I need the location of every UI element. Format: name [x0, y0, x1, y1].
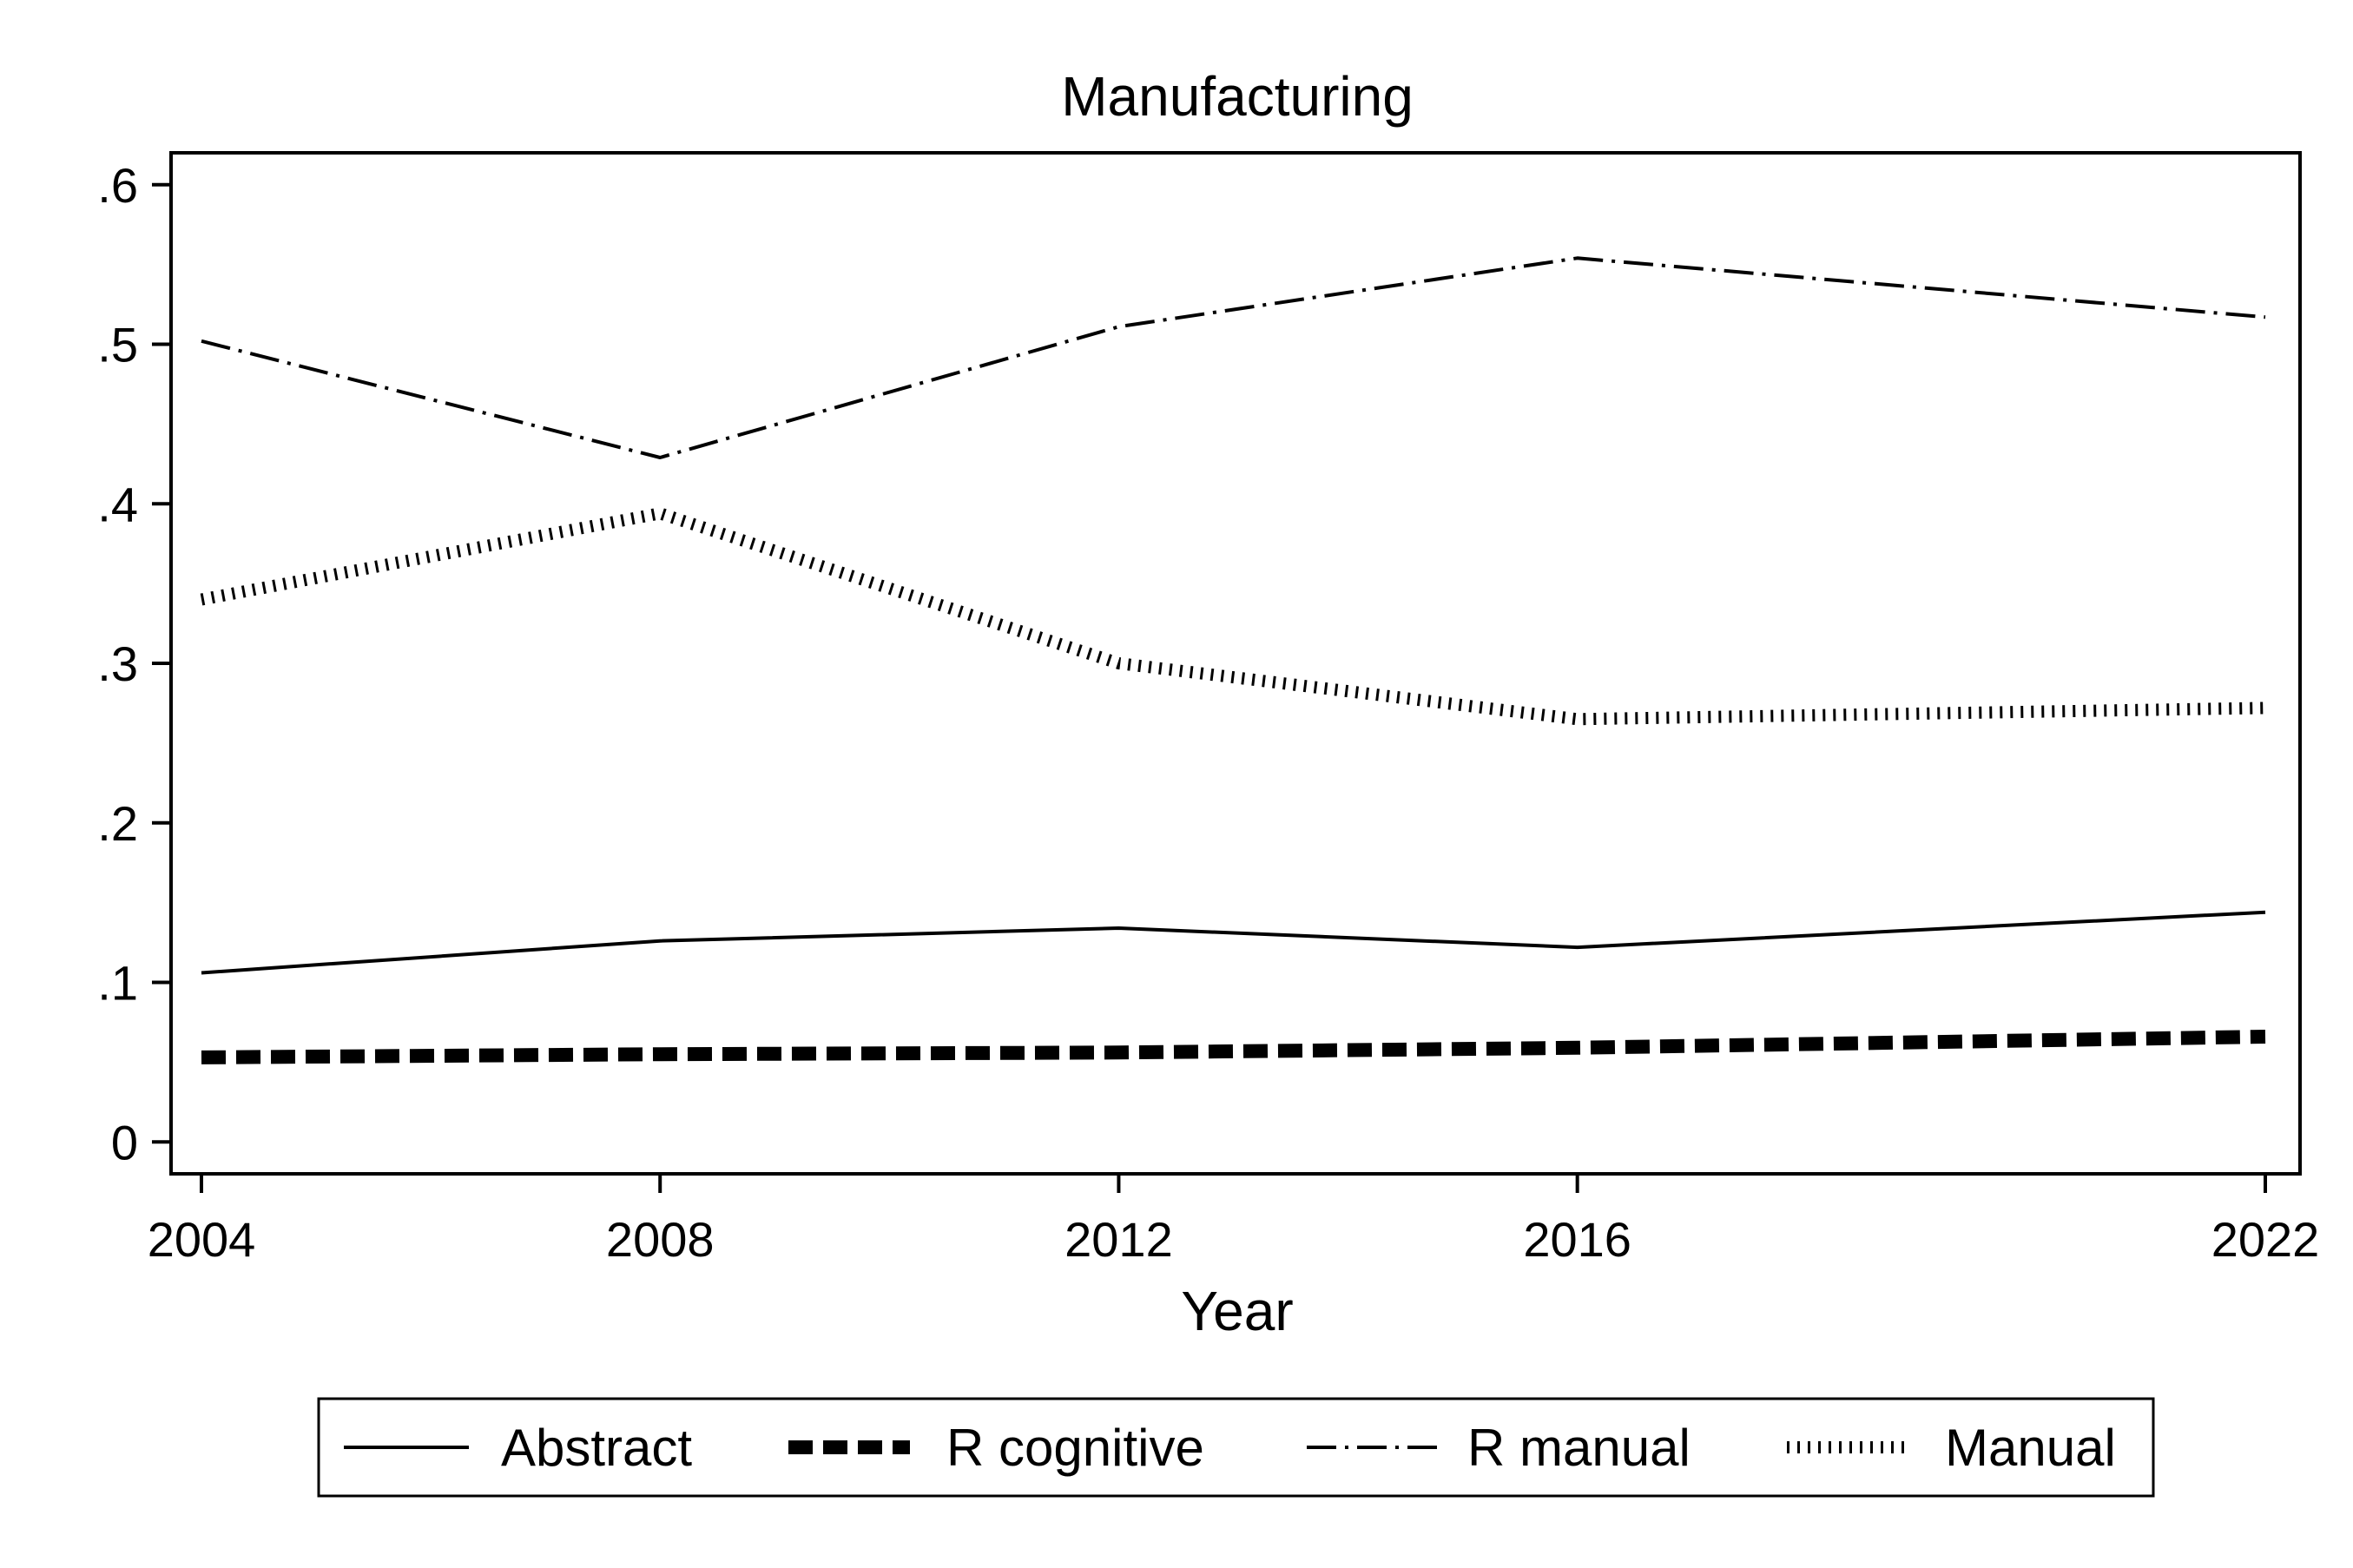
x-tick-label: 2012	[1064, 1212, 1173, 1267]
series-line-abstract	[201, 910, 2266, 975]
series-line-manual	[200, 507, 2266, 726]
y-tick-label: .1	[97, 956, 138, 1011]
y-tick-label: .6	[97, 158, 138, 213]
legend: Abstract R cognitive R manual Manual	[317, 1397, 2155, 1498]
y-tick-label: 0	[111, 1115, 138, 1169]
series-line-r-manual	[201, 256, 2266, 459]
x-axis-label: Year	[1181, 1280, 1293, 1342]
series-lines	[200, 256, 2266, 1064]
legend-label-abstract: Abstract	[501, 1419, 692, 1477]
x-tick-label: 2022	[2211, 1212, 2320, 1267]
x-tick-label: 2008	[606, 1212, 715, 1267]
legend-label-manual: Manual	[1945, 1419, 2116, 1477]
x-tick-label: 2004	[148, 1212, 256, 1267]
y-axis: 0 .1 .2 .3 .4 .5 .6	[97, 158, 171, 1169]
x-axis: 2004 2008 2012 2016 2022	[148, 1174, 2320, 1267]
series-line-r-cognitive	[201, 1030, 2266, 1064]
x-tick-label: 2016	[1523, 1212, 1631, 1267]
y-tick-label: .4	[97, 477, 138, 531]
chart-title: Manufacturing	[1061, 65, 1414, 128]
legend-label-r-cognitive: R cognitive	[946, 1419, 1204, 1477]
y-tick-label: .3	[97, 636, 138, 691]
y-tick-label: .2	[97, 796, 138, 851]
legend-label-r-manual: R manual	[1467, 1419, 1691, 1477]
legend-box	[317, 1397, 2155, 1498]
y-tick-label: .5	[97, 318, 138, 372]
